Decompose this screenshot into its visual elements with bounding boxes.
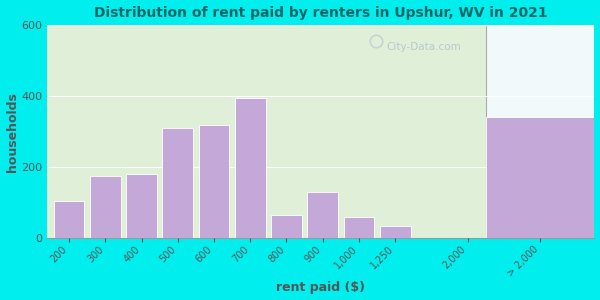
X-axis label: rent paid ($): rent paid ($)	[277, 281, 365, 294]
Bar	[90, 176, 121, 238]
Bar	[271, 215, 302, 238]
Bar	[163, 128, 193, 238]
Bar	[486, 117, 595, 238]
Bar	[126, 174, 157, 238]
Title: Distribution of rent paid by renters in Upshur, WV in 2021: Distribution of rent paid by renters in …	[94, 6, 548, 20]
Bar	[344, 217, 374, 238]
Bar	[486, 25, 595, 239]
Bar	[307, 192, 338, 239]
Y-axis label: households: households	[5, 92, 19, 172]
Bar	[53, 201, 85, 238]
Bar	[47, 25, 486, 239]
Bar	[199, 124, 229, 238]
Bar	[380, 226, 410, 239]
Text: City-Data.com: City-Data.com	[386, 42, 461, 52]
Bar	[235, 98, 266, 238]
